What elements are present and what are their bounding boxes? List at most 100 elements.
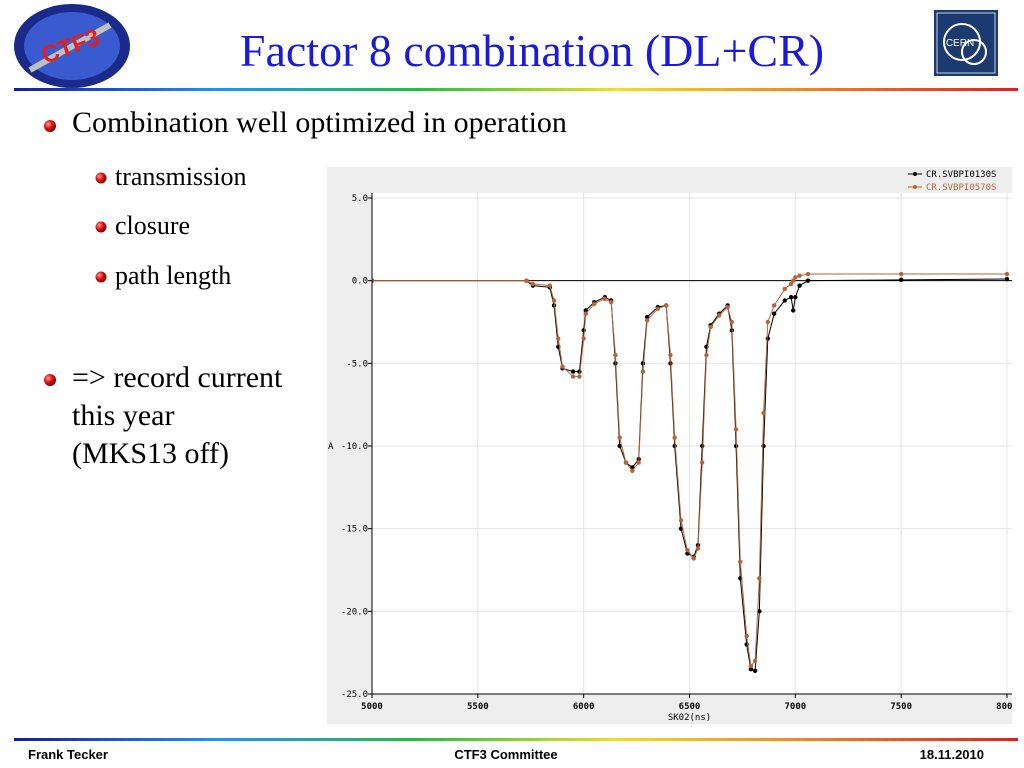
y-tick-label: -25.0 (341, 690, 368, 700)
data-point (577, 374, 582, 379)
data-point (700, 443, 705, 449)
bullet-icon (95, 271, 107, 283)
data-point (1004, 271, 1010, 277)
data-point (700, 460, 705, 465)
data-point (793, 295, 798, 300)
data-point (668, 352, 673, 358)
y-tick-label: -5.0 (346, 359, 368, 369)
data-point (771, 303, 777, 308)
x-tick-label: 6000 (573, 702, 595, 712)
data-point (672, 443, 677, 449)
data-point (761, 410, 766, 416)
data-point (602, 296, 608, 302)
chart: 5.0 0.0 -5.0 -10.0 -15.0 -20.0 -25.0 5000 5500 60… (327, 167, 1018, 724)
data-point (556, 336, 561, 341)
y-tick-label: 0.0 (352, 277, 368, 287)
data-point (729, 319, 735, 325)
data-point (805, 271, 811, 277)
data-point (678, 518, 684, 523)
footer-event: CTF3 Committee (454, 747, 557, 762)
x-tick-label: 8000 (996, 702, 1018, 712)
bullet-icon (95, 221, 107, 233)
data-point (547, 283, 552, 288)
bullet-icon (44, 120, 56, 132)
logo-cern: CERN (934, 10, 998, 76)
bullet-text: this year (72, 399, 174, 432)
data-point (613, 352, 618, 358)
data-point (372, 278, 375, 283)
data-point (791, 278, 796, 283)
data-point (744, 633, 749, 639)
data-point (898, 277, 904, 283)
data-point (664, 303, 669, 308)
data-point (581, 336, 586, 341)
x-tick-label: 7500 (890, 702, 912, 712)
data-point (695, 546, 701, 551)
y-tick-label: -20.0 (341, 607, 368, 617)
data-point (898, 271, 904, 277)
footer-date: 18.11.2010 (920, 747, 984, 762)
data-point (752, 668, 758, 674)
legend-label: CR.SVBPI0570S (926, 183, 996, 193)
data-point (793, 275, 798, 280)
legend-swatch (913, 172, 917, 176)
data-point (797, 283, 802, 288)
title-rule (14, 88, 1018, 91)
x-tick-label: 5500 (467, 702, 489, 712)
data-point (608, 299, 614, 305)
data-point (782, 286, 787, 292)
data-point (752, 658, 758, 664)
legend-label: CR.SVBPI0130S (926, 170, 996, 180)
data-point (655, 306, 660, 311)
sub-bullet-text: transmission (115, 162, 246, 191)
data-point (738, 559, 743, 564)
footer-author: Frank Tecker (28, 747, 108, 762)
x-tick-label: 5000 (361, 702, 383, 712)
footer-rule (14, 738, 1018, 741)
y-axis-label: A (328, 442, 334, 452)
data-point (765, 319, 771, 325)
y-tick-label: -15.0 (341, 525, 368, 535)
plot-area (372, 193, 1012, 694)
data-point (623, 460, 629, 465)
data-point (581, 328, 586, 333)
data-point (757, 609, 762, 614)
data-point (560, 364, 565, 369)
bullet-text: (MKS13 off) (72, 437, 229, 470)
data-point (530, 281, 536, 287)
data-point (672, 435, 677, 440)
data-point (761, 443, 766, 449)
data-point (708, 324, 713, 330)
logo-text: CERN (946, 38, 974, 49)
data-point (640, 369, 646, 374)
data-point (788, 281, 794, 287)
data-point (583, 311, 588, 316)
x-tick-label: 7000 (784, 702, 806, 712)
data-point (1004, 276, 1010, 282)
data-point (640, 361, 646, 366)
data-point (771, 311, 777, 316)
slide-title: Factor 8 combination (DL+CR) (240, 25, 824, 76)
data-point (733, 427, 739, 432)
bullet-icon (44, 374, 56, 386)
data-point (725, 304, 730, 310)
data-point (797, 273, 802, 278)
data-point (757, 576, 762, 581)
data-point (805, 278, 811, 283)
bullet-text: Combination well optimized in operation (72, 106, 567, 139)
data-point (748, 663, 754, 669)
series-line (372, 273, 1007, 668)
data-point (733, 443, 739, 449)
data-point (782, 298, 787, 303)
data-point (685, 547, 690, 553)
data-point (644, 318, 650, 323)
data-point (617, 435, 622, 440)
logo-ctf3: CTF3 (14, 4, 130, 88)
data-point (791, 308, 796, 313)
data-point (630, 468, 635, 473)
y-tick-label: 5.0 (352, 194, 368, 204)
data-point (788, 295, 794, 300)
series-line (372, 278, 1008, 672)
data-point (524, 278, 529, 283)
